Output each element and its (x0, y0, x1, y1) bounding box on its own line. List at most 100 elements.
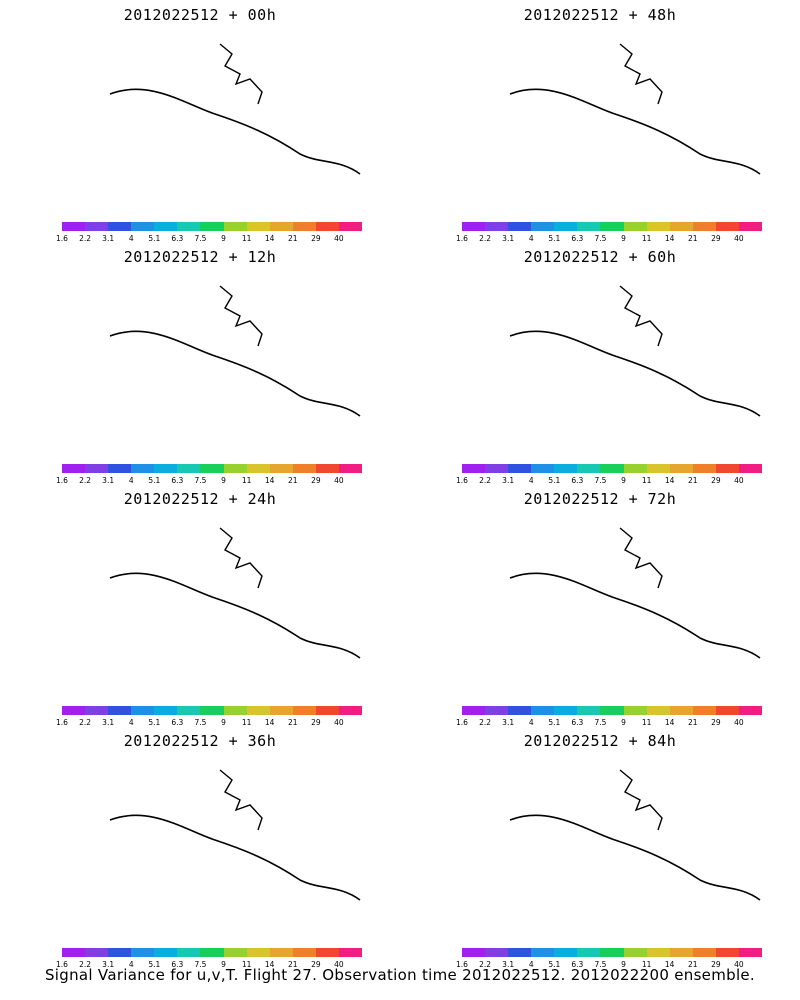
meridian (661, 58, 687, 207)
meridian (29, 527, 80, 670)
variance-contour (453, 518, 754, 689)
colorbar-tick-label: 29 (311, 476, 321, 485)
colorbar (462, 464, 763, 473)
forecast-panel: 2012022512 + 36h 1.6 2.2 3.1 4 5.1 6.3 7.5 9 11 14… (0, 726, 400, 969)
colorbar-swatch (692, 706, 716, 715)
meridian (29, 285, 80, 428)
variance-contour (160, 585, 220, 621)
colorbar-swatch (338, 948, 363, 957)
variance-map (29, 43, 371, 214)
colorbar-swatch (269, 948, 293, 957)
variance-contour (497, 545, 711, 667)
colorbar-tick-label: 21 (687, 718, 698, 727)
colorbar-tick-label: 9 (221, 234, 226, 243)
data-gap (324, 616, 356, 640)
colorbar-swatch (600, 948, 624, 957)
colorbar (62, 948, 363, 957)
meridian (661, 300, 687, 449)
variance-contour (583, 836, 625, 861)
data-gap (726, 374, 754, 398)
panel-title: 2012022512 + 84h (523, 732, 677, 750)
variance-contour (42, 763, 339, 934)
colorbar-swatch (200, 706, 224, 715)
colorbar-swatch (62, 222, 86, 231)
colorbar-tick-label: 1.6 (456, 718, 468, 727)
colorbar-swatch (85, 222, 109, 231)
meridian (261, 784, 287, 933)
colorbar-swatch (508, 464, 532, 473)
colorbar-swatch (669, 464, 693, 473)
colorbar-tick-label: 7.5 (194, 718, 207, 727)
colorbar-tick-label: 2.2 (79, 476, 92, 485)
colorbar-swatch (223, 222, 247, 231)
variance-contour (83, 295, 306, 427)
colorbar-tick-label: 2.2 (479, 476, 492, 485)
colorbar-swatch (600, 222, 624, 231)
variance-contour (61, 769, 326, 921)
colorbar-tick-label: 14 (264, 718, 275, 727)
colorbar-tick-label: 14 (264, 476, 275, 485)
variance-contour (516, 71, 692, 172)
colorbar-swatch (600, 464, 624, 473)
colorbar-swatch (531, 706, 555, 715)
variance-contour (503, 550, 688, 656)
island-coastline (219, 43, 263, 105)
variance-contour (172, 110, 200, 128)
colorbar (462, 706, 763, 715)
colorbar (462, 222, 763, 231)
data-gap (39, 396, 81, 416)
meridian (320, 527, 371, 670)
variance-contour (460, 529, 732, 683)
meridian (113, 58, 139, 207)
colorbar-swatch (292, 706, 316, 715)
variance-contour (147, 98, 225, 146)
variance-contour (111, 315, 276, 413)
colorbar-swatch (577, 948, 601, 957)
colorbar-swatch (200, 464, 224, 473)
panel-title: 2012022512 + 12h (123, 248, 277, 266)
colorbar-swatch (246, 706, 270, 715)
colorbar-swatch (554, 464, 578, 473)
meridian (429, 285, 480, 428)
colorbar-swatch (131, 222, 155, 231)
colorbar-tick-label: 6.3 (171, 960, 184, 969)
colorbar-tick-label: 5.1 (148, 234, 161, 243)
colorbar-tick-label: 5.1 (148, 718, 161, 727)
colorbar-tick-label: 5.1 (148, 960, 161, 969)
variance-contour (142, 338, 231, 391)
variance-contour (552, 331, 656, 391)
colorbar-tick-label: 3.1 (102, 960, 115, 969)
colorbar-tick-label: 7.5 (594, 234, 607, 243)
meridian (261, 300, 287, 449)
colorbar-swatch (508, 222, 532, 231)
panel-title: 2012022512 + 60h (523, 248, 677, 266)
colorbar-swatch (223, 948, 247, 957)
meridian (661, 542, 687, 691)
data-gap (442, 154, 477, 174)
colorbar-swatch (462, 948, 486, 957)
variance-contour (117, 805, 256, 885)
data-gap (444, 880, 476, 900)
variance-contour (455, 769, 736, 928)
colorbar-tick-label: 11 (241, 960, 252, 969)
meridian (513, 784, 539, 933)
variance-contour (584, 594, 625, 618)
variance-contour (98, 69, 274, 176)
colorbar-swatch (600, 706, 624, 715)
colorbar-tick-label: 3.1 (502, 960, 515, 969)
island-coastline (619, 285, 663, 347)
island-coastline (619, 769, 663, 831)
colorbar-tick-label: 4 (128, 234, 134, 243)
colorbar-swatch (485, 222, 509, 231)
colorbar-labels: 1.6 2.2 3.1 4 5.1 6.3 7.5 9 11 14 21 29 40 (456, 960, 762, 970)
meridian (320, 769, 371, 912)
colorbar-tick-label: 6.3 (171, 718, 184, 727)
colorbar-swatch (485, 706, 509, 715)
colorbar-tick-label: 14 (664, 960, 675, 969)
variance-map (429, 285, 771, 456)
colorbar-tick-label: 21 (687, 960, 698, 969)
colorbar-tick-label: 21 (287, 960, 298, 969)
colorbar-tick-label: 1.6 (456, 960, 468, 969)
colorbar-tick-label: 40 (734, 718, 744, 727)
variance-contour (547, 578, 646, 635)
